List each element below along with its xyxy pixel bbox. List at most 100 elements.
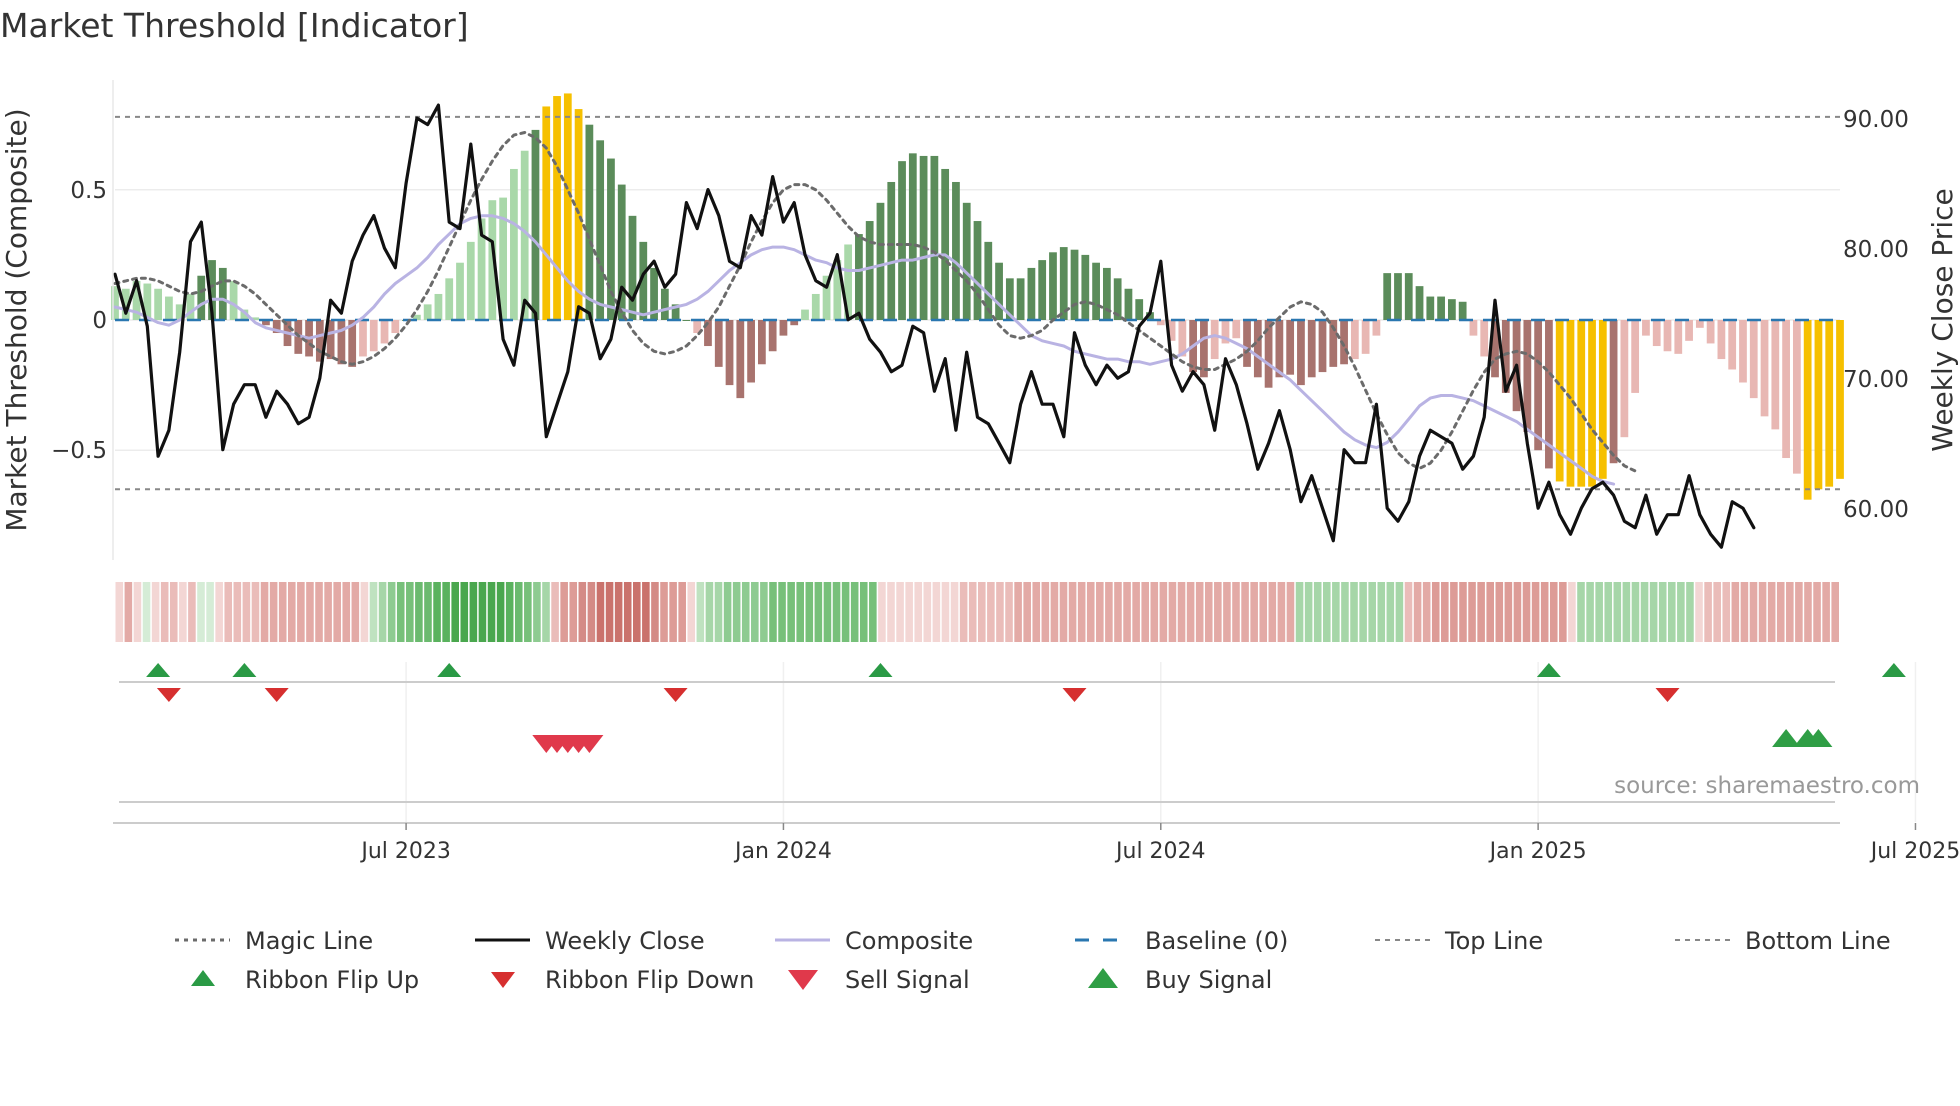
composite-bar <box>1652 320 1661 347</box>
ribbon-cell <box>968 582 977 642</box>
ribbon-cell <box>723 582 732 642</box>
composite-bar <box>1825 320 1834 487</box>
ribbon-cell <box>333 582 341 642</box>
composite-bar <box>380 320 389 344</box>
legend-item-sell: Sell Signal <box>788 966 970 994</box>
composite-bar <box>1771 320 1780 430</box>
ribbon-cell <box>1050 582 1059 642</box>
composite-bar <box>1458 301 1467 320</box>
composite-bar <box>1253 320 1262 378</box>
ribbon-cell <box>542 582 550 642</box>
ribbon-flip-up-marker <box>868 663 893 677</box>
composite-bar <box>1631 320 1640 393</box>
legend-item-bottom: Bottom Line <box>1675 927 1891 955</box>
ribbon-cell <box>297 582 305 642</box>
ribbon-cell <box>242 582 251 642</box>
ribbon-cell <box>1686 582 1694 642</box>
ribbon-cell <box>1223 582 1231 642</box>
legend-label: Weekly Close <box>545 927 705 955</box>
ribbon-cell <box>233 582 242 642</box>
composite-bar <box>359 320 367 357</box>
composite-bar <box>596 140 605 320</box>
composite-bar <box>510 168 518 320</box>
ribbon-cell <box>1713 582 1721 642</box>
composite-bar <box>1070 249 1079 320</box>
composite-bar <box>1598 320 1607 479</box>
ribbon-cell <box>696 582 705 642</box>
ribbon-cell <box>1323 582 1331 642</box>
ribbon-cell <box>514 582 523 642</box>
composite-bar <box>747 320 755 383</box>
ribbon-cell <box>124 582 133 642</box>
ribbon-cell <box>1377 582 1386 642</box>
composite-bar <box>1760 320 1769 417</box>
x-tick-label: Jul 2025 <box>1869 839 1960 864</box>
composite-bar <box>154 288 163 320</box>
legend-label: Ribbon Flip Down <box>545 966 754 994</box>
ribbon-cell <box>950 582 959 642</box>
ribbon-cell <box>1804 582 1812 642</box>
composite-bar <box>757 320 766 365</box>
composite-bar <box>617 184 626 320</box>
ribbon-cell <box>769 582 777 642</box>
ribbon-cell <box>169 582 178 642</box>
ribbon-cell <box>478 582 487 642</box>
composite-bar <box>1016 278 1025 320</box>
composite-bar <box>973 221 982 320</box>
composite-bar <box>693 320 702 334</box>
ribbon-cell <box>633 582 641 642</box>
weekly-close-line <box>113 103 1756 549</box>
ribbon-cell <box>1041 582 1050 642</box>
composite-bar <box>111 286 119 320</box>
composite-bar <box>736 320 745 399</box>
composite-bar <box>1264 320 1273 388</box>
composite-bar <box>1318 320 1327 373</box>
composite-bar <box>1038 260 1047 320</box>
composite-bar <box>488 200 497 320</box>
ribbon-flip-up-marker <box>232 663 257 677</box>
x-tick-label: Jul 2023 <box>359 839 451 864</box>
composite-bar <box>1383 273 1392 320</box>
composite-bar <box>1706 320 1715 344</box>
ribbon-cell <box>406 582 414 642</box>
ribbon-cell <box>1604 582 1613 642</box>
ribbon-cell <box>1059 582 1068 642</box>
ribbon-cell <box>251 582 260 642</box>
composite-bar <box>262 320 270 326</box>
composite-bar <box>1232 320 1241 339</box>
ribbon-cell <box>1649 582 1658 642</box>
composite-bar <box>477 218 486 320</box>
ribbon-cell <box>1086 582 1095 642</box>
composite-bar <box>1620 320 1629 438</box>
composite-bar <box>315 320 324 362</box>
y-right-tick-label: 90.00 <box>1843 107 1909 133</box>
composite-bar <box>1415 286 1424 320</box>
composite-bar <box>1685 320 1693 341</box>
ribbon-cell <box>578 582 587 642</box>
ribbon-cell <box>1767 582 1776 642</box>
ribbon-cell <box>424 582 432 642</box>
ribbon-cell <box>378 582 387 642</box>
ribbon-cell <box>887 582 895 642</box>
ribbon-cell <box>1695 582 1703 642</box>
ribbon-flip-down-marker <box>264 688 289 702</box>
ribbon-cell <box>415 582 423 642</box>
ribbon-cell <box>505 582 514 642</box>
ribbon-cell <box>978 582 986 642</box>
legend-swatch-buy-icon <box>1088 968 1118 988</box>
chart-title: Market Threshold [Indicator] <box>0 6 469 45</box>
ribbon-cell <box>1114 582 1122 642</box>
ribbon-cell <box>360 582 369 642</box>
composite-bar <box>908 153 917 320</box>
ribbon-cell <box>560 582 568 642</box>
composite-bar <box>1588 320 1596 487</box>
ribbon-cell <box>496 582 505 642</box>
composite-bar <box>930 155 939 320</box>
composite-bar <box>1674 320 1683 354</box>
ribbon-cell <box>1749 582 1758 642</box>
ribbon-cell <box>923 582 932 642</box>
composite-bar <box>639 241 648 320</box>
sell-signal-marker <box>575 735 604 753</box>
ribbon-cell <box>1577 582 1585 642</box>
